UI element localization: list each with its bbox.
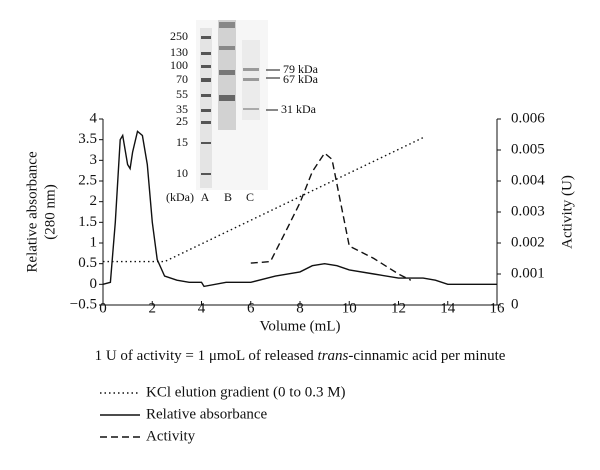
gel-bands — [201, 22, 259, 175]
footnote-part: 1 U of activity = 1 μmoL of released — [95, 348, 318, 364]
x-tick-label: 4 — [198, 300, 206, 316]
y-tick-label: 2.5 — [78, 172, 97, 188]
x-tick-label: 0 — [99, 300, 107, 316]
y2-tick-label: 0.005 — [511, 141, 545, 157]
y2-tick-label: 0.002 — [511, 234, 545, 250]
footnote-part: -cinnamic acid per minute — [348, 348, 505, 364]
y-tick-label: −0.5 — [70, 296, 97, 312]
band-label: 31 kDa — [281, 102, 317, 116]
x-tick-label: 8 — [296, 300, 304, 316]
footnote: 1 U of activity = 1 μmoL of released tra… — [95, 348, 506, 364]
lane-label: C — [246, 190, 254, 204]
ladder-label: 35 — [176, 102, 188, 116]
y2-tick-label: 0.001 — [511, 265, 545, 281]
series-line — [250, 152, 412, 281]
y-tick-label: 3.5 — [78, 131, 97, 147]
series-line — [102, 130, 497, 288]
ladder-label: 10 — [176, 166, 188, 180]
x-tick-label: 14 — [440, 300, 456, 316]
y-axis-label: Relative absorbance — [24, 151, 40, 273]
x-tick-label: 6 — [247, 300, 255, 316]
y2-tick-label: 0.004 — [511, 172, 545, 188]
ladder-label: 130 — [170, 45, 188, 59]
lane-label: B — [224, 190, 232, 204]
y2-tick-label: 0.003 — [511, 203, 545, 219]
y-axis-unit: (280 nm) — [42, 184, 58, 239]
footnote-part: trans — [318, 348, 349, 364]
legend-label: KCl elution gradient (0 to 0.3 M) — [146, 384, 346, 400]
lane-label: A — [201, 190, 210, 204]
band-label: 67 kDa — [283, 72, 319, 86]
y2-axis-label: Activity (U) — [559, 175, 575, 249]
x-tick-label: 12 — [391, 300, 406, 316]
y2-tick-label: 0.006 — [511, 110, 545, 126]
y-tick-label: 1 — [90, 234, 98, 250]
band-label: 79 kDa — [283, 62, 319, 76]
gel-image — [196, 20, 280, 190]
y-tick-label: 3 — [90, 152, 98, 168]
ladder-label: 55 — [176, 87, 188, 101]
y-tick-label: 2 — [90, 193, 98, 209]
ladder-label: 25 — [176, 114, 188, 128]
x-tick-label: 10 — [342, 300, 357, 316]
y-tick-label: 0 — [90, 276, 98, 292]
ladder-label: 250 — [170, 29, 188, 43]
y-tick-label: 4 — [90, 110, 98, 126]
ladder-label: 100 — [170, 58, 188, 72]
ladder-label: 70 — [176, 72, 188, 86]
y2-tick-label: 0 — [511, 296, 519, 312]
x-axis-label: Volume (mL) — [260, 318, 341, 334]
legend-label: Activity — [146, 428, 196, 444]
x-tick-label: 2 — [149, 300, 157, 316]
y-tick-label: 1.5 — [78, 214, 97, 230]
x-tick-label: 16 — [490, 300, 506, 316]
legend-label: Relative absorbance — [146, 406, 268, 422]
y-tick-label: 0.5 — [78, 255, 97, 271]
lane-label: (kDa) — [166, 190, 194, 204]
series-line — [103, 136, 424, 263]
ladder-label: 15 — [176, 135, 188, 149]
